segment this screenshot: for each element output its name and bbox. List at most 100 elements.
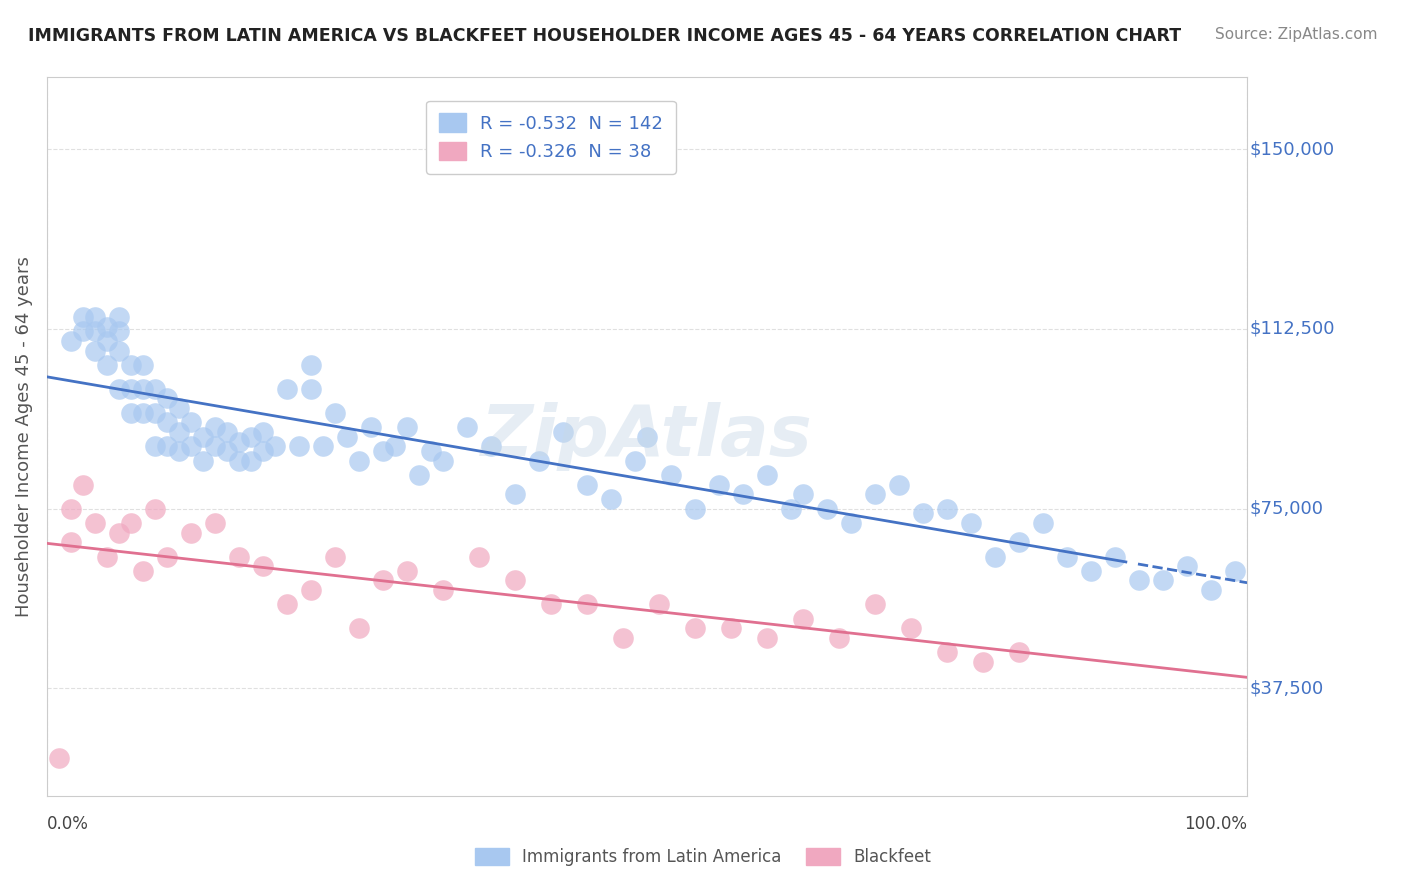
Legend: R = -0.532  N = 142, R = -0.326  N = 38: R = -0.532 N = 142, R = -0.326 N = 38 bbox=[426, 101, 676, 174]
Point bbox=[1199, 583, 1222, 598]
Point bbox=[1175, 559, 1198, 574]
Point bbox=[347, 453, 370, 467]
Point bbox=[648, 598, 671, 612]
Point bbox=[1056, 549, 1078, 564]
Point bbox=[83, 310, 105, 324]
Point bbox=[456, 420, 478, 434]
Point bbox=[143, 439, 166, 453]
Point bbox=[143, 501, 166, 516]
Point bbox=[59, 535, 82, 549]
Point bbox=[1008, 645, 1031, 659]
Point bbox=[120, 382, 142, 396]
Point bbox=[83, 324, 105, 338]
Point bbox=[1008, 535, 1031, 549]
Point bbox=[228, 453, 250, 467]
Point bbox=[228, 549, 250, 564]
Point bbox=[720, 621, 742, 635]
Point bbox=[420, 444, 443, 458]
Point bbox=[156, 439, 179, 453]
Text: $150,000: $150,000 bbox=[1250, 140, 1334, 158]
Point bbox=[371, 574, 394, 588]
Text: 100.0%: 100.0% bbox=[1184, 815, 1247, 833]
Point bbox=[276, 382, 298, 396]
Y-axis label: Householder Income Ages 45 - 64 years: Householder Income Ages 45 - 64 years bbox=[15, 256, 32, 617]
Point bbox=[960, 516, 983, 530]
Point bbox=[96, 549, 118, 564]
Point bbox=[659, 468, 682, 483]
Point bbox=[96, 319, 118, 334]
Point bbox=[408, 468, 430, 483]
Legend: Immigrants from Latin America, Blackfeet: Immigrants from Latin America, Blackfeet bbox=[467, 840, 939, 875]
Point bbox=[815, 501, 838, 516]
Point bbox=[108, 310, 131, 324]
Point bbox=[215, 425, 238, 439]
Point bbox=[551, 425, 574, 439]
Point bbox=[59, 334, 82, 348]
Point bbox=[143, 382, 166, 396]
Text: ZipAtlas: ZipAtlas bbox=[481, 402, 813, 471]
Point bbox=[936, 501, 959, 516]
Point bbox=[468, 549, 491, 564]
Point bbox=[72, 324, 94, 338]
Point bbox=[503, 574, 526, 588]
Text: $37,500: $37,500 bbox=[1250, 680, 1323, 698]
Point bbox=[479, 439, 502, 453]
Point bbox=[132, 406, 155, 420]
Text: IMMIGRANTS FROM LATIN AMERICA VS BLACKFEET HOUSEHOLDER INCOME AGES 45 - 64 YEARS: IMMIGRANTS FROM LATIN AMERICA VS BLACKFE… bbox=[28, 27, 1181, 45]
Point bbox=[120, 358, 142, 372]
Point bbox=[527, 453, 550, 467]
Point bbox=[96, 334, 118, 348]
Point bbox=[288, 439, 311, 453]
Point bbox=[984, 549, 1007, 564]
Point bbox=[780, 501, 803, 516]
Point bbox=[756, 468, 779, 483]
Point bbox=[792, 612, 814, 626]
Point bbox=[83, 516, 105, 530]
Point bbox=[72, 477, 94, 491]
Point bbox=[887, 477, 910, 491]
Point bbox=[575, 598, 598, 612]
Point bbox=[72, 310, 94, 324]
Point bbox=[167, 425, 190, 439]
Text: $112,500: $112,500 bbox=[1250, 320, 1334, 338]
Point bbox=[707, 477, 730, 491]
Point bbox=[108, 525, 131, 540]
Point bbox=[371, 444, 394, 458]
Point bbox=[239, 453, 262, 467]
Point bbox=[299, 382, 322, 396]
Point bbox=[1104, 549, 1126, 564]
Point bbox=[204, 516, 226, 530]
Point bbox=[972, 655, 994, 669]
Point bbox=[1080, 564, 1102, 578]
Point bbox=[204, 420, 226, 434]
Point bbox=[624, 453, 647, 467]
Point bbox=[156, 549, 179, 564]
Point bbox=[120, 516, 142, 530]
Point bbox=[156, 392, 179, 406]
Point bbox=[108, 324, 131, 338]
Point bbox=[264, 439, 287, 453]
Point bbox=[228, 434, 250, 449]
Point bbox=[191, 430, 214, 444]
Point bbox=[59, 501, 82, 516]
Point bbox=[204, 439, 226, 453]
Point bbox=[683, 501, 706, 516]
Point bbox=[299, 583, 322, 598]
Point bbox=[683, 621, 706, 635]
Point bbox=[120, 406, 142, 420]
Point bbox=[312, 439, 335, 453]
Point bbox=[132, 382, 155, 396]
Point bbox=[191, 453, 214, 467]
Point bbox=[360, 420, 382, 434]
Point bbox=[756, 631, 779, 645]
Text: Source: ZipAtlas.com: Source: ZipAtlas.com bbox=[1215, 27, 1378, 42]
Point bbox=[180, 439, 202, 453]
Point bbox=[1223, 564, 1246, 578]
Point bbox=[323, 406, 346, 420]
Point bbox=[900, 621, 922, 635]
Point bbox=[96, 358, 118, 372]
Point bbox=[108, 343, 131, 358]
Point bbox=[792, 487, 814, 501]
Point bbox=[1128, 574, 1150, 588]
Point bbox=[299, 358, 322, 372]
